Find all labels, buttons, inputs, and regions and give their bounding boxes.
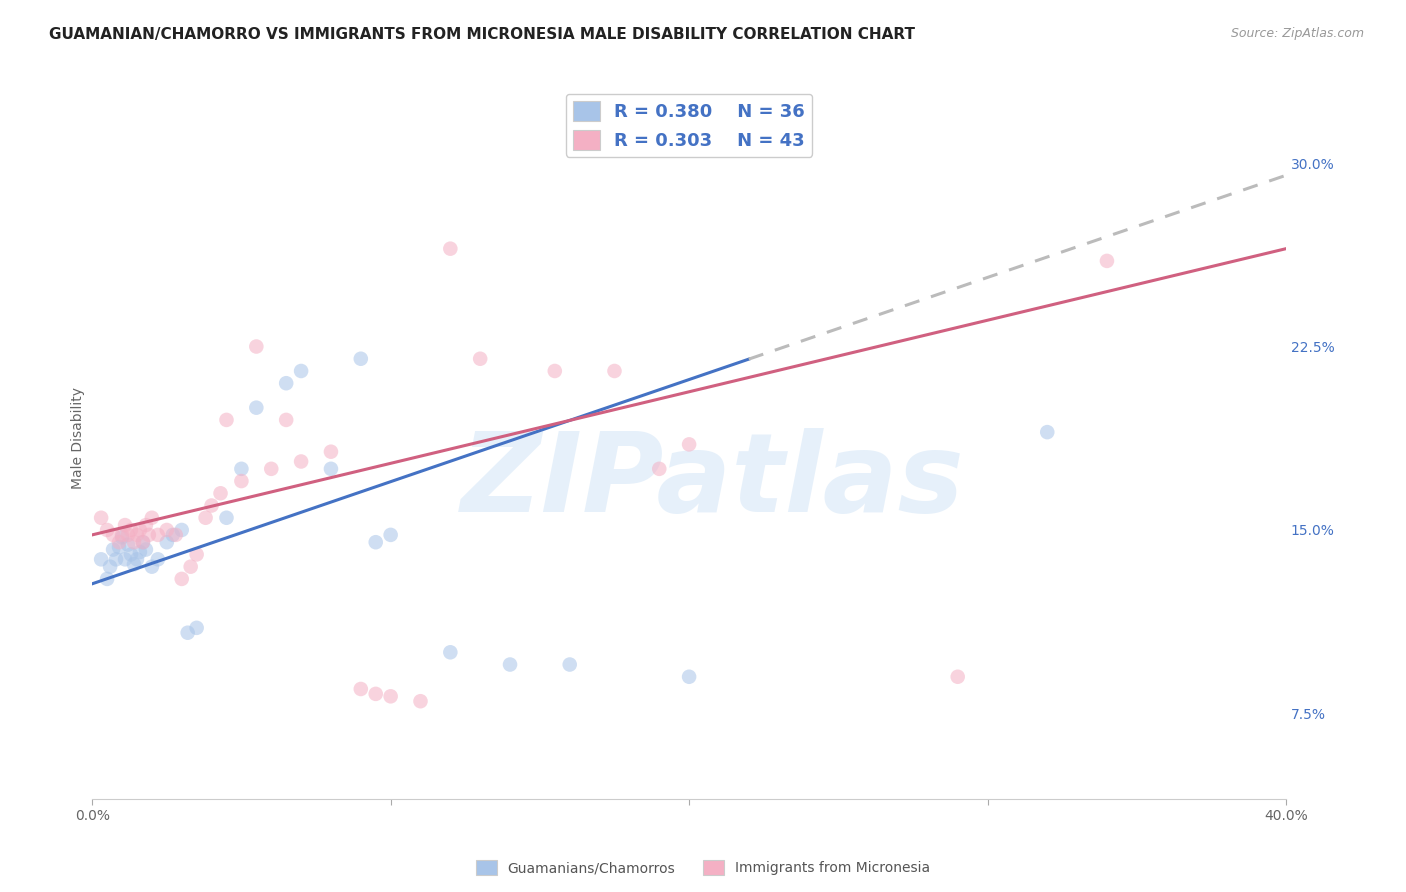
Point xyxy=(678,670,700,684)
Point xyxy=(260,462,283,476)
Point xyxy=(558,657,581,672)
Point xyxy=(111,528,134,542)
Point xyxy=(946,670,969,684)
Point xyxy=(146,528,169,542)
Point xyxy=(170,523,193,537)
Point xyxy=(290,454,312,468)
Point xyxy=(165,528,187,542)
Point xyxy=(117,528,139,542)
Point xyxy=(364,535,387,549)
Point xyxy=(138,528,160,542)
Point xyxy=(108,540,131,554)
Point xyxy=(90,510,112,524)
Point xyxy=(129,545,152,559)
Point xyxy=(544,364,567,378)
Point xyxy=(105,552,128,566)
Point xyxy=(90,552,112,566)
Point xyxy=(96,572,118,586)
Point xyxy=(108,535,131,549)
Point xyxy=(111,530,134,544)
Point xyxy=(499,657,522,672)
Point xyxy=(245,401,267,415)
Point xyxy=(380,528,402,542)
Point xyxy=(200,499,222,513)
Text: Source: ZipAtlas.com: Source: ZipAtlas.com xyxy=(1230,27,1364,40)
Point xyxy=(101,528,124,542)
Point xyxy=(170,572,193,586)
Point xyxy=(439,645,461,659)
Text: ZIPatlas: ZIPatlas xyxy=(461,428,965,535)
Point xyxy=(135,542,157,557)
Point xyxy=(215,413,238,427)
Point xyxy=(678,437,700,451)
Point xyxy=(129,523,152,537)
Point xyxy=(276,376,298,391)
Text: GUAMANIAN/CHAMORRO VS IMMIGRANTS FROM MICRONESIA MALE DISABILITY CORRELATION CHA: GUAMANIAN/CHAMORRO VS IMMIGRANTS FROM MI… xyxy=(49,27,915,42)
Point xyxy=(132,535,155,549)
Point xyxy=(215,510,238,524)
Point xyxy=(245,339,267,353)
Point xyxy=(156,535,179,549)
Point xyxy=(364,687,387,701)
Point xyxy=(176,625,198,640)
Point xyxy=(350,351,373,366)
Point xyxy=(1036,425,1059,439)
Point xyxy=(156,523,179,537)
Legend: R = 0.380    N = 36, R = 0.303    N = 43: R = 0.380 N = 36, R = 0.303 N = 43 xyxy=(565,94,813,157)
Point xyxy=(96,523,118,537)
Point xyxy=(648,462,671,476)
Point xyxy=(114,552,136,566)
Point xyxy=(162,528,184,542)
Point xyxy=(194,510,217,524)
Point xyxy=(350,681,373,696)
Y-axis label: Male Disability: Male Disability xyxy=(72,387,86,489)
Point xyxy=(120,523,142,537)
Point xyxy=(603,364,626,378)
Point xyxy=(122,535,145,549)
Point xyxy=(319,444,342,458)
Point xyxy=(180,559,202,574)
Point xyxy=(1095,253,1118,268)
Point xyxy=(141,510,163,524)
Point xyxy=(231,474,253,488)
Point xyxy=(141,559,163,574)
Point xyxy=(125,552,148,566)
Point xyxy=(98,559,121,574)
Point xyxy=(380,690,402,704)
Point xyxy=(186,548,208,562)
Point xyxy=(290,364,312,378)
Point xyxy=(101,542,124,557)
Legend: Guamanians/Chamorros, Immigrants from Micronesia: Guamanians/Chamorros, Immigrants from Mi… xyxy=(470,855,936,880)
Point xyxy=(122,558,145,572)
Point xyxy=(146,552,169,566)
Point xyxy=(209,486,232,500)
Point xyxy=(114,518,136,533)
Point xyxy=(135,518,157,533)
Point xyxy=(439,242,461,256)
Point xyxy=(125,528,148,542)
Point xyxy=(120,548,142,562)
Point xyxy=(319,462,342,476)
Point xyxy=(132,535,155,549)
Point xyxy=(117,538,139,552)
Point xyxy=(276,413,298,427)
Point xyxy=(231,462,253,476)
Point xyxy=(409,694,432,708)
Point xyxy=(470,351,492,366)
Point xyxy=(186,621,208,635)
